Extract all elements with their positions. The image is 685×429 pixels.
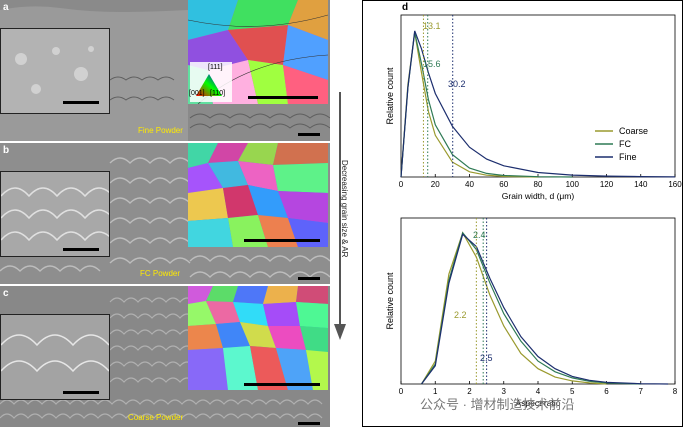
panel-a: [111] [001] [110] a Fine Powder [0,0,330,141]
panel-c-scalebar [298,422,320,425]
panel-b-ebsd-map [188,143,328,247]
annotation-label: 2.2 [454,310,467,320]
panel-c-powder-label: Coarse Powder [128,413,184,422]
panel-c-sem-inset [0,314,110,400]
panel-c-letter: c [3,288,9,299]
panel-a-scalebar [298,133,320,136]
grain-width-chart: 0 20 40 60 80 100 120 140 160 Grain width, d (μm)… [385,14,682,201]
x-tick-label: 80 [534,180,543,189]
ipf-label-001: [001] [189,90,205,97]
panel-c-ebsd-map [188,286,328,390]
panel-d-frame [362,0,683,427]
panel-c: c Coarse Powder [0,286,330,427]
series-line-coarse [400,32,539,178]
x-tick-label: 0 [399,180,404,189]
x-tick-label: 0 [399,387,404,396]
decreasing-arrow [334,92,346,340]
legend-entry: FC [619,139,631,149]
annotation-label: 2.5 [480,353,493,363]
ipf-label-111: [111] [208,64,223,71]
arrow-label: Decreasing grain size & AR [340,160,349,258]
annotation-label: 13.1 [423,21,441,31]
series-line-fc [421,231,641,385]
x-tick-label: 6 [604,387,609,396]
panel-b-sem-inset [0,171,110,257]
panel-b: b FC Powder [0,143,330,284]
y-axis-label: Relative count [385,272,395,330]
plot-area [400,217,676,385]
panel-b-scalebar [298,277,320,280]
panel-b-letter: b [3,145,10,156]
panel-a-letter: a [3,2,9,13]
panel-a-powder-label: Fine Powder [138,126,183,135]
x-axis-label: Grain width, d (μm) [502,191,575,201]
panel-b-powder-label: FC Powder [140,269,181,278]
series-line-coarse [420,231,607,385]
aspect-ratio-chart: 0 1 2 3 4 5 6 7 8 Aspect ratio Relative count 2.2 2.… [385,217,678,408]
watermark: 公众号 · 增材制造技术前沿 [420,397,575,412]
y-axis-label: Relative count [385,67,395,125]
annotation-label: 2.4 [473,230,486,240]
ipf-label-110: [110] [210,90,226,97]
legend-entry: Fine [619,152,637,162]
x-tick-label: 40 [465,180,474,189]
annotation-label: 15.6 [423,59,441,69]
panel-d-letter: d [402,2,409,13]
panel-a-sem-inset [0,28,110,114]
x-tick-label: 60 [499,180,508,189]
legend-entry: Coarse [619,126,648,136]
x-axis-label: Aspect ratio [516,398,561,408]
x-tick-label: 2 [467,387,472,396]
x-tick-label: 8 [673,387,678,396]
x-tick-label: 7 [639,387,644,396]
x-tick-label: 100 [566,180,580,189]
x-tick-label: 3 [502,387,507,396]
panel-a-ebsd-map: [111] [001] [110] [188,0,328,104]
series-line-fine [400,30,676,178]
x-tick-label: 1 [433,387,438,396]
annotation-label: 30.2 [448,79,466,89]
x-tick-label: 120 [600,180,614,189]
x-tick-label: 5 [570,387,575,396]
x-tick-label: 140 [634,180,648,189]
x-tick-label: 4 [536,387,541,396]
series-line-fine [421,233,669,385]
x-tick-label: 160 [668,180,682,189]
x-tick-label: 20 [431,180,440,189]
